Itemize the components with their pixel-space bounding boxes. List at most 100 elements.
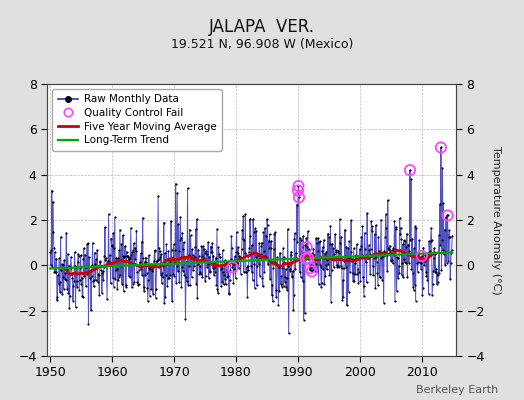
Point [302,235,310,241]
Point [247,263,255,269]
Point [384,197,392,203]
Point [280,274,289,280]
Point [390,218,399,224]
Point [127,252,136,258]
Point [161,250,169,256]
Point [429,268,438,274]
Point [258,239,266,246]
Point [95,258,104,264]
Point [249,228,258,235]
Point [375,248,383,254]
Point [344,289,353,295]
Point [417,260,425,266]
Point [364,254,372,261]
Point [323,257,332,264]
Point [100,264,108,270]
Point [371,284,379,291]
Point [386,249,395,256]
Point [222,280,230,287]
Point [63,286,71,293]
Point [69,283,78,290]
Point [133,279,141,286]
Point [229,261,237,268]
Point [165,275,173,281]
Point [331,231,340,237]
Point [123,248,131,255]
Point [373,270,381,276]
Point [315,238,323,245]
Point [372,254,380,260]
Point [212,282,221,288]
Point [301,255,310,262]
Point [298,244,306,250]
Point [122,282,130,288]
Point [228,245,236,251]
Point [148,266,156,272]
Point [83,241,91,247]
Point [353,241,361,248]
Point [250,284,259,291]
Point [106,258,114,265]
Point [112,254,121,261]
Point [339,294,347,300]
Point [81,264,90,270]
Point [128,284,136,291]
Point [318,280,326,286]
Point [348,256,356,263]
Point [433,271,442,278]
Point [173,190,181,196]
Point [376,274,384,280]
Point [256,273,264,279]
Point [118,253,127,259]
Point [251,225,259,232]
Point [115,274,124,280]
Point [217,283,225,290]
Point [102,255,110,261]
Point [132,248,140,254]
Point [59,261,68,268]
Point [143,285,151,291]
Point [270,259,279,265]
Point [347,217,355,224]
Point [90,283,98,290]
Point [182,274,190,280]
Point [383,252,391,258]
Point [314,281,323,288]
Point [291,266,300,273]
Point [248,277,257,283]
Point [356,246,364,252]
Point [264,222,272,228]
Point [124,254,132,260]
Point [56,289,64,295]
Point [53,297,61,304]
Point [308,250,316,257]
Point [194,246,203,253]
Point [412,225,420,231]
Point [108,274,117,281]
Point [399,241,407,247]
Point [206,244,215,250]
Point [392,288,401,294]
Point [119,288,128,295]
Point [261,225,269,231]
Point [171,247,179,254]
Point [399,274,408,281]
Point [290,236,299,242]
Point [143,270,151,276]
Point [406,237,414,244]
Point [418,253,426,259]
Point [427,225,435,231]
Point [414,259,423,265]
Point [93,264,101,270]
Point [370,231,379,237]
Point [107,243,116,249]
Point [100,253,108,259]
Point [71,263,79,270]
Point [277,281,285,287]
Point [352,252,360,258]
Point [272,262,281,269]
Point [295,194,303,200]
Point [48,187,56,194]
Point [102,261,111,267]
Point [232,229,241,235]
